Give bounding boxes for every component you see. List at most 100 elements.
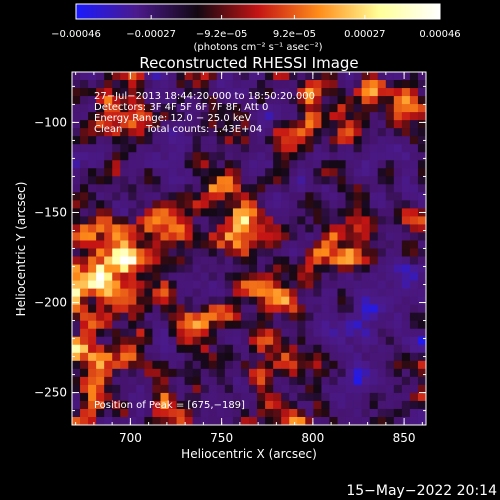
heatmap-cell	[257, 216, 266, 225]
heatmap-cell	[369, 112, 379, 121]
heatmap-cell	[184, 232, 194, 241]
heatmap-cell	[377, 336, 387, 346]
heatmap-cell	[337, 144, 346, 153]
heatmap-cell	[329, 232, 338, 241]
heatmap-cell	[96, 280, 105, 290]
heatmap-cell	[385, 312, 395, 322]
heatmap-cell	[224, 304, 234, 314]
heatmap-cell	[184, 264, 194, 273]
heatmap-cell	[377, 352, 387, 362]
heatmap-cell	[240, 368, 250, 378]
heatmap-cell	[385, 400, 395, 410]
heatmap-cell	[168, 304, 177, 314]
heatmap-cell	[224, 136, 234, 145]
heatmap-cell	[72, 312, 81, 322]
heatmap-cell	[249, 104, 258, 113]
heatmap-cell	[417, 72, 426, 81]
heatmap-cell	[305, 240, 314, 249]
heatmap-cell	[192, 360, 202, 370]
heatmap-cell	[112, 80, 121, 89]
heatmap-cell	[289, 248, 298, 257]
heatmap-cell	[417, 120, 426, 129]
heatmap-cell	[216, 392, 226, 402]
heatmap-cell	[257, 368, 266, 378]
heatmap-cell	[273, 264, 282, 273]
heatmap-cell	[305, 120, 314, 129]
heatmap-cell	[393, 152, 403, 161]
heatmap-cell	[329, 400, 338, 410]
heatmap-cell	[265, 280, 274, 290]
heatmap-cell	[120, 392, 129, 402]
heatmap-cell	[160, 152, 169, 161]
heatmap-cell	[321, 128, 330, 137]
heatmap-cell	[313, 392, 322, 402]
heatmap-cell	[345, 296, 354, 306]
heatmap-cell	[120, 408, 129, 418]
heatmap-cell	[112, 224, 121, 233]
heatmap-cell	[120, 88, 129, 97]
heatmap-cell	[361, 400, 371, 410]
heatmap-cell	[120, 216, 129, 225]
heatmap-cell	[224, 288, 234, 298]
heatmap-cell	[393, 104, 403, 113]
heatmap-cell	[257, 184, 266, 193]
heatmap-cell	[417, 360, 426, 370]
heatmap-cell	[192, 120, 202, 129]
heatmap-cell	[385, 224, 395, 233]
heatmap-cell	[401, 136, 411, 145]
heatmap-cell	[112, 176, 121, 185]
heatmap-cell	[297, 400, 306, 410]
heatmap-cell	[72, 328, 81, 338]
detectors-annotation: Detectors: 3F 4F 5F 6F 7F 8F, Att 0	[94, 102, 268, 113]
heatmap-cell	[88, 392, 97, 402]
heatmap-cell	[176, 176, 186, 185]
heatmap-cell	[337, 208, 346, 217]
heatmap-cell	[345, 192, 354, 201]
heatmap-cell	[297, 248, 306, 257]
heatmap-cell	[337, 408, 346, 418]
heatmap-cell	[96, 224, 105, 233]
heatmap-cell	[353, 264, 363, 273]
heatmap-cell	[249, 384, 258, 394]
heatmap-cell	[128, 120, 137, 129]
heatmap-cell	[345, 368, 354, 378]
heatmap-cell	[216, 160, 226, 169]
heatmap-cell	[120, 376, 129, 386]
heatmap-cell	[249, 304, 258, 314]
heatmap-cell	[168, 408, 177, 418]
heatmap-cell	[208, 88, 218, 97]
heatmap-cell	[313, 168, 322, 177]
heatmap-cell	[353, 160, 363, 169]
heatmap-cell	[240, 104, 250, 113]
heatmap-cell	[104, 208, 113, 217]
heatmap-cell	[313, 120, 322, 129]
heatmap-cell	[120, 192, 129, 201]
heatmap-cell	[200, 304, 210, 314]
heatmap-cell	[144, 336, 153, 346]
heatmap-cell	[200, 312, 210, 322]
heatmap-cell	[249, 168, 258, 177]
heatmap-cell	[224, 120, 234, 129]
heatmap-cell	[152, 232, 161, 241]
heatmap-cell	[160, 144, 169, 153]
heatmap-cell	[321, 88, 330, 97]
heatmap-cell	[257, 168, 266, 177]
heatmap-cell	[80, 120, 89, 129]
heatmap-cell	[353, 416, 363, 425]
heatmap-cell	[240, 136, 250, 145]
heatmap-cell	[160, 168, 169, 177]
heatmap-cell	[72, 200, 81, 209]
heatmap-cell	[136, 112, 145, 121]
heatmap-cell	[128, 336, 137, 346]
heatmap-cell	[409, 176, 419, 185]
heatmap-cell	[88, 128, 97, 137]
heatmap-cell	[192, 152, 202, 161]
heatmap-cell	[417, 232, 426, 241]
heatmap-cell	[273, 240, 282, 249]
heatmap-cell	[192, 408, 202, 418]
heatmap-cell	[361, 392, 371, 402]
heatmap-cell	[401, 336, 411, 346]
heatmap-cell	[104, 328, 113, 338]
heatmap-cell	[313, 264, 322, 273]
heatmap-cell	[80, 312, 89, 322]
